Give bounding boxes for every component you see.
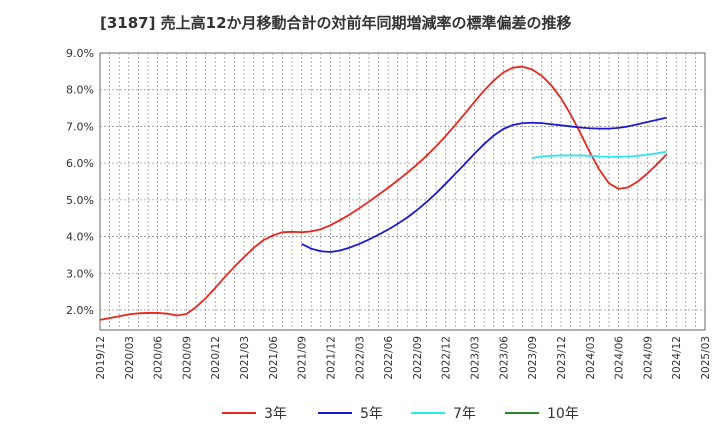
y-tick-label: 8.0% xyxy=(66,84,94,97)
x-tick-label: 2022/09 xyxy=(412,336,424,380)
x-tick-label: 2023/06 xyxy=(498,336,510,380)
legend-label-7年: 7年 xyxy=(453,406,476,422)
x-tick-label: 2019/12 xyxy=(95,336,107,380)
x-tick-label: 2022/03 xyxy=(354,336,366,380)
x-tick-label: 2022/06 xyxy=(383,336,395,380)
x-tick-label: 2020/09 xyxy=(181,336,193,380)
x-tick-label: 2023/03 xyxy=(470,336,482,380)
y-tick-label: 6.0% xyxy=(66,157,94,170)
x-tick-label: 2020/06 xyxy=(153,336,165,380)
series-lines xyxy=(99,65,668,321)
grid-lines xyxy=(100,53,705,330)
x-axis-ticks: 2019/12 2020/03 2020/06 2020/09 2020/12 2021/… xyxy=(95,336,712,380)
x-tick-label: 2022/12 xyxy=(441,336,453,380)
legend-label-5年: 5年 xyxy=(360,406,383,422)
x-tick-label: 2024/06 xyxy=(614,336,626,380)
x-tick-label: 2021/03 xyxy=(239,336,251,380)
y-tick-label: 5.0% xyxy=(66,194,94,207)
x-tick-label: 2024/12 xyxy=(671,336,683,380)
x-tick-label: 2021/09 xyxy=(297,336,309,380)
y-tick-label: 2.0% xyxy=(66,304,94,317)
y-tick-label: 4.0% xyxy=(66,231,94,244)
legend: 3年 5年 7年 10年 xyxy=(222,406,579,422)
series-line-7年 xyxy=(532,150,667,159)
y-axis-ticks: 2.0% 3.0% 4.0% 5.0% 6.0% 7.0% 8.0% 9.0% xyxy=(66,47,94,317)
x-tick-label: 2023/09 xyxy=(527,336,539,380)
x-tick-label: 2024/03 xyxy=(585,336,597,380)
y-tick-label: 7.0% xyxy=(66,120,94,133)
series-line-5年 xyxy=(301,116,667,253)
x-tick-label: 2023/12 xyxy=(556,336,568,380)
x-tick-label: 2024/09 xyxy=(642,336,654,380)
x-tick-label: 2021/06 xyxy=(268,336,280,380)
chart-title: [3187] 売上高12か月移動合計の対前年同期増減率の標準偏差の推移 xyxy=(100,14,572,32)
x-tick-label: 2020/12 xyxy=(210,336,222,380)
x-tick-label: 2025/03 xyxy=(700,336,712,380)
y-tick-label: 3.0% xyxy=(66,267,94,280)
x-tick-label: 2021/12 xyxy=(325,336,337,380)
series-line-3年 xyxy=(99,65,668,321)
plot-area xyxy=(99,52,706,331)
x-tick-label: 2020/03 xyxy=(124,336,136,380)
legend-label-3年: 3年 xyxy=(264,406,287,422)
legend-label-10年: 10年 xyxy=(547,406,579,422)
y-tick-label: 9.0% xyxy=(66,47,94,60)
